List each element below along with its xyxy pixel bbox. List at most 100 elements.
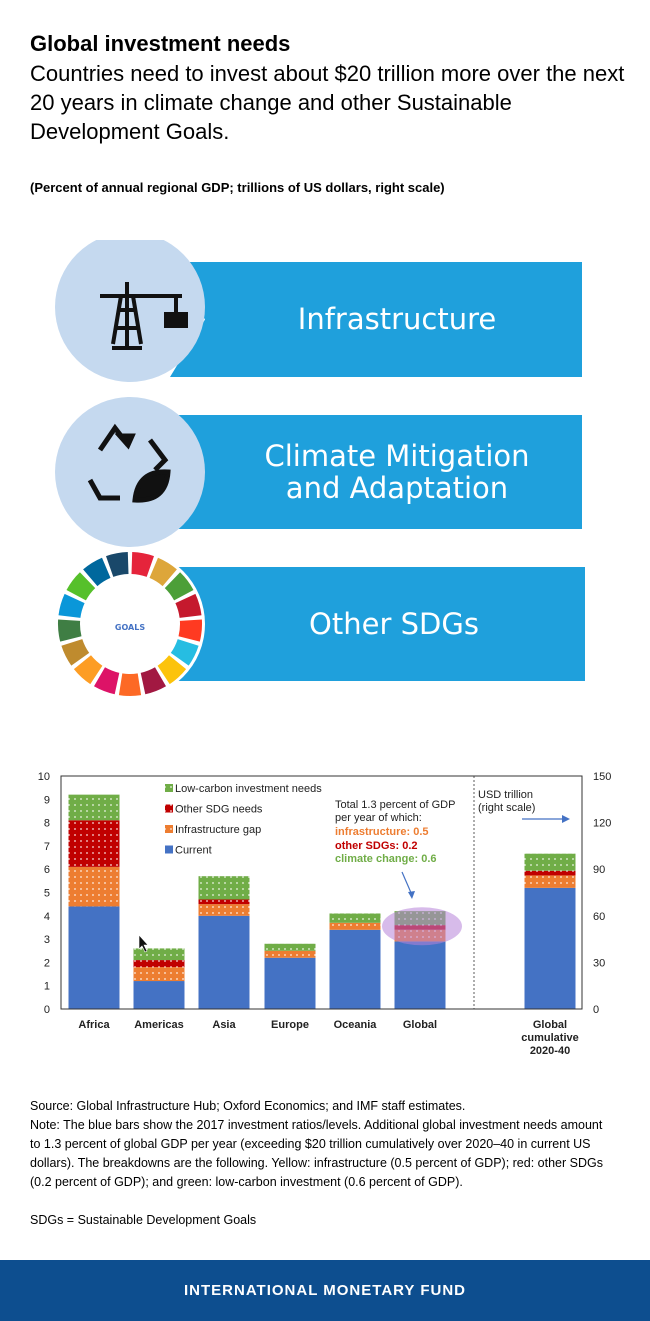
plot-frame: [60, 775, 583, 1010]
chart-legend: Low-carbon investment needs Other SDG nee…: [165, 783, 322, 857]
bar-pattern: [329, 913, 381, 923]
sdg-wheel-segment: [57, 619, 82, 642]
sdg-wheel-segment: [58, 593, 85, 618]
legend-swatch: [165, 845, 173, 854]
bar-pattern: [133, 967, 185, 982]
legend-swatch-pattern: [165, 804, 173, 813]
x-category-label: Oceania: [334, 1019, 378, 1031]
sdg-logo-text: GOALS: [115, 623, 145, 632]
legend-label: Infrastructure gap: [175, 824, 261, 836]
right-scale-label-line1: USD trillion: [478, 789, 533, 801]
sdg-wheel-segment: [175, 593, 202, 618]
page-subtitle: Countries need to invest about $20 trill…: [30, 61, 625, 144]
legend-swatch-pattern: [165, 825, 173, 833]
right-scale-label-line2: (right scale): [478, 802, 535, 814]
annotation-total: Total 1.3 percent of GDP: [335, 799, 455, 811]
legend-label: Low-carbon investment needs: [175, 783, 322, 795]
y-right-tick-label: 90: [593, 864, 605, 876]
sdg-wheel-segment: [178, 619, 203, 642]
y-right-tick-label: 150: [593, 771, 611, 783]
banner-other-sdgs: GOALS Other SDGs: [55, 549, 585, 699]
sdg-wheel-segment: [83, 557, 111, 587]
sdg-wheel-segment: [131, 552, 154, 577]
sdg-wheel-segment: [73, 655, 103, 685]
banner-infrastructure-label: Infrastructure: [298, 302, 496, 336]
y-left-tick-label: 7: [44, 841, 50, 853]
bar-pattern: [133, 948, 185, 961]
y-left-tick-label: 1: [44, 981, 50, 993]
bar-pattern: [524, 875, 576, 888]
right-scale-arrowhead: [562, 815, 570, 823]
annotation-arrowhead: [408, 891, 415, 899]
x-category-label: Asia: [212, 1019, 236, 1031]
legend-swatch-pattern: [165, 784, 173, 792]
annotation-infrastructure: infrastructure: 0.5: [335, 826, 429, 838]
bar-pattern: [198, 876, 250, 900]
highlight-ellipse: [382, 907, 462, 946]
y-left-tick-label: 10: [38, 771, 50, 783]
mouse-cursor-icon: [138, 934, 149, 953]
bar-pattern: [68, 794, 120, 821]
y-left-tick-label: 2: [44, 957, 50, 969]
sdg-wheel-segment: [140, 667, 166, 695]
annotation-arrow: [401, 871, 413, 896]
bar-pattern: [68, 820, 120, 867]
y-left-tick-label: 9: [44, 794, 50, 806]
sdg-wheel-segment: [149, 557, 177, 587]
sdg-wheel-segment: [157, 655, 187, 685]
bar-pattern: [198, 904, 250, 916]
x-category-label: 2020-40: [530, 1045, 570, 1057]
sdg-wheel-icon: [57, 552, 203, 696]
right-scale-label: USD trillion (right scale): [478, 789, 570, 823]
bar-segment-current: [329, 929, 381, 1009]
bar-pattern: [524, 870, 576, 876]
sdg-wheel-segment: [94, 667, 120, 695]
x-category-label: Americas: [134, 1019, 184, 1031]
chart-axes: 0 1 2 3 4 5 6 7 8 9 10 0 30 60 90 120 150 Africa Americas A…: [38, 771, 612, 1057]
legend-label: Other SDG needs: [175, 804, 263, 816]
y-right-tick-label: 30: [593, 957, 605, 969]
footer-bar: INTERNATIONAL MONETARY FUND: [0, 1260, 650, 1321]
banner-other-sdgs-label: Other SDGs: [309, 607, 479, 641]
y-left-tick-label: 3: [44, 934, 50, 946]
sdg-wheel-segment: [106, 552, 129, 577]
global-highlight-ellipse: [382, 907, 462, 946]
banner-climate-label-line1: Climate Mitigation: [264, 439, 529, 473]
bar-pattern: [68, 866, 120, 907]
bar-pattern: [264, 950, 316, 958]
x-category-label: Global: [533, 1019, 567, 1031]
bar-pattern: [198, 899, 250, 905]
x-category-label: Europe: [271, 1019, 309, 1031]
investment-chart: 0 1 2 3 4 5 6 7 8 9 10 0 30 60 90 120 150 Africa Americas A…: [38, 771, 612, 1057]
sdg-wheel-segment: [61, 639, 90, 666]
bar-pattern: [133, 960, 185, 968]
y-left-tick-label: 6: [44, 864, 50, 876]
sdg-wheel-segment: [170, 639, 199, 666]
sdg-banners: Infrastructure Climate Mitigation and Ad…: [55, 240, 585, 699]
banner-climate: Climate Mitigation and Adaptation: [55, 397, 582, 547]
sdg-wheel-segment: [118, 673, 142, 696]
bar-pattern: [329, 922, 381, 930]
chart-plot-area: [68, 794, 576, 1009]
banner-infrastructure: Infrastructure: [55, 240, 582, 382]
y-left-tick-label: 0: [44, 1004, 50, 1016]
bar-pattern: [264, 943, 316, 951]
page-title: Global investment needs: [30, 31, 291, 56]
annotation-climate: climate change: 0.6: [335, 853, 437, 865]
y-left-tick-label: 8: [44, 818, 50, 830]
legend-label: Current: [175, 845, 212, 857]
bar-segment-current: [264, 957, 316, 1009]
abbreviation-note: SDGs = Sustainable Development Goals: [30, 1213, 257, 1227]
y-left-tick-label: 5: [44, 888, 50, 900]
bar-pattern: [524, 853, 576, 871]
annotation-per-year: per year of which:: [335, 812, 422, 824]
y-right-tick-label: 0: [593, 1004, 599, 1016]
chart-annotation: Total 1.3 percent of GDP per year of whi…: [335, 799, 455, 899]
y-right-tick-label: 120: [593, 818, 611, 830]
sdg-wheel-segment: [164, 572, 194, 601]
sdg-wheel-segment: [66, 572, 96, 601]
source-note: Source: Global Infrastructure Hub; Oxfor…: [30, 1099, 466, 1113]
bar-segment-current: [198, 915, 250, 1009]
explanatory-note: Note: The blue bars show the 2017 invest…: [30, 1118, 603, 1189]
crane-icon: [100, 282, 188, 350]
